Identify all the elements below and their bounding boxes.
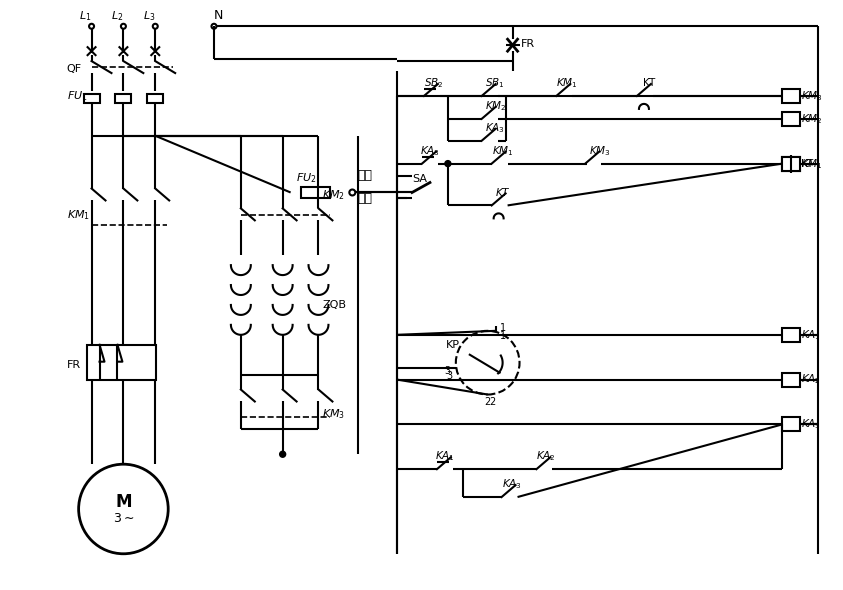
Text: FR: FR xyxy=(67,360,81,370)
Bar xyxy=(301,186,330,198)
Text: N: N xyxy=(214,9,223,22)
Bar xyxy=(148,94,164,103)
Text: 3$\sim$: 3$\sim$ xyxy=(113,513,134,526)
Text: $KA_2$: $KA_2$ xyxy=(801,373,821,386)
Text: SA: SA xyxy=(412,173,427,183)
Bar xyxy=(782,373,800,386)
Text: $SB_1$: $SB_1$ xyxy=(485,76,504,90)
Text: KT: KT xyxy=(643,78,655,88)
Text: $FU_1$: $FU_1$ xyxy=(67,89,88,103)
Text: KP: KP xyxy=(446,340,460,350)
Text: $L_1$: $L_1$ xyxy=(79,9,92,23)
Text: FR: FR xyxy=(520,39,534,49)
Text: $KT$: $KT$ xyxy=(495,186,511,198)
Bar xyxy=(782,89,800,103)
Text: $KM_1$: $KM_1$ xyxy=(801,157,823,171)
Text: $KM_2$: $KM_2$ xyxy=(485,99,507,113)
Text: $KA_1$: $KA_1$ xyxy=(435,450,455,463)
Bar xyxy=(782,417,800,431)
Text: 手动: 手动 xyxy=(357,169,373,182)
Bar xyxy=(782,112,800,126)
Text: $KM_1$: $KM_1$ xyxy=(67,208,90,222)
Text: ZQB: ZQB xyxy=(323,300,346,310)
Text: 自动: 自动 xyxy=(357,192,373,205)
Text: $KM_2$: $KM_2$ xyxy=(323,189,346,202)
Text: $SB_2$: $SB_2$ xyxy=(424,76,443,90)
Text: $KA_3$: $KA_3$ xyxy=(801,418,821,431)
Text: $KM_3$: $KM_3$ xyxy=(589,144,611,158)
Circle shape xyxy=(445,160,451,166)
Text: 2: 2 xyxy=(485,398,491,408)
Text: KT: KT xyxy=(801,159,813,169)
Bar xyxy=(782,157,800,171)
Text: $KM_3$: $KM_3$ xyxy=(801,89,823,103)
Text: $KM_1$: $KM_1$ xyxy=(556,76,578,90)
Text: 3: 3 xyxy=(444,366,450,376)
Text: $KA_3$: $KA_3$ xyxy=(420,144,440,158)
Text: $KM_2$: $KM_2$ xyxy=(801,112,823,126)
Bar xyxy=(83,94,99,103)
Text: QF: QF xyxy=(67,64,82,74)
Text: 1: 1 xyxy=(500,323,506,333)
Text: 1: 1 xyxy=(500,331,506,341)
Text: $KM_1$: $KM_1$ xyxy=(491,144,513,158)
Text: $FU_2$: $FU_2$ xyxy=(296,172,316,185)
Circle shape xyxy=(280,451,286,457)
Text: $KA_2$: $KA_2$ xyxy=(536,450,556,463)
Text: 3: 3 xyxy=(446,371,452,381)
Text: $KA_3$: $KA_3$ xyxy=(502,477,522,491)
Bar xyxy=(87,345,156,379)
Bar xyxy=(782,328,800,342)
Text: $KA_1$: $KA_1$ xyxy=(801,328,821,342)
Text: $L_3$: $L_3$ xyxy=(143,9,155,23)
Text: 2: 2 xyxy=(490,398,496,408)
Text: $KA_3$: $KA_3$ xyxy=(485,121,505,135)
Text: $L_2$: $L_2$ xyxy=(111,9,124,23)
Bar xyxy=(115,94,132,103)
Text: M: M xyxy=(115,493,132,511)
Bar xyxy=(782,157,800,171)
Text: $KM_3$: $KM_3$ xyxy=(323,408,346,421)
